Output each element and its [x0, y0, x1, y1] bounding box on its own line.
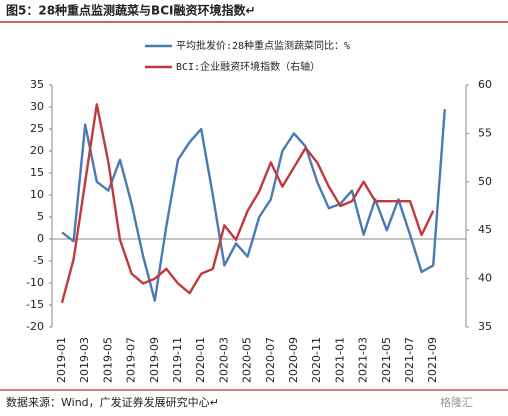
y-tick-label: -5: [33, 254, 44, 267]
y2-tick-label: 35: [478, 320, 492, 333]
y2-tick-label: 40: [478, 272, 492, 285]
x-tick-label: 2020-03: [217, 337, 230, 383]
y-tick-label: 35: [30, 78, 44, 91]
source-note: 数据来源：Wind，广发证券发展研究中心↵: [6, 395, 219, 409]
x-tick-label: 2019-07: [125, 337, 138, 383]
x-tick-label: 2019-09: [148, 337, 161, 383]
x-tick-label: 2020-01: [194, 337, 207, 383]
x-tick-label: 2021-01: [333, 337, 346, 383]
y-tick-label: -15: [26, 298, 44, 311]
y2-tick-label: 50: [478, 175, 492, 188]
series-line: [61, 109, 446, 302]
legend-label: 平均批发价:28种重点监测蔬菜同比：%: [176, 39, 350, 52]
watermark: 格隆汇: [440, 395, 473, 409]
legend-label: BCI:企业融资环境指数（右轴）: [176, 60, 320, 73]
x-tick-label: 2019-01: [55, 337, 68, 383]
y2-tick-label: 60: [478, 78, 492, 91]
x-tick-label: 2020-11: [310, 337, 323, 383]
x-tick-label: 2019-11: [171, 337, 184, 383]
x-tick-label: 2020-05: [241, 337, 254, 383]
series-line: [60, 103, 435, 304]
x-tick-label: 2020-07: [264, 337, 277, 383]
y-tick-label: 15: [30, 166, 44, 179]
y2-tick-label: 55: [478, 126, 492, 139]
x-tick-label: 2021-09: [426, 337, 439, 383]
y-tick-label: 10: [30, 188, 44, 201]
y-tick-label: 0: [37, 232, 44, 245]
y-tick-label: -10: [26, 276, 44, 289]
x-tick-label: 2021-07: [403, 337, 416, 383]
y-tick-label: 30: [30, 100, 44, 113]
y-tick-label: 25: [30, 122, 44, 135]
x-tick-label: 2019-03: [78, 337, 91, 383]
y-tick-label: 20: [30, 144, 44, 157]
x-tick-label: 2021-05: [380, 337, 393, 383]
x-tick-label: 2021-03: [357, 337, 370, 383]
x-tick-label: 2019-05: [101, 337, 114, 383]
y2-tick-label: 45: [478, 223, 492, 236]
x-tick-label: 2020-09: [287, 337, 300, 383]
y-tick-label: -20: [26, 320, 44, 333]
chart-title: 图5：28种重点监测蔬菜与BCI融资环境指数↵: [6, 3, 256, 18]
y-tick-label: 5: [37, 210, 44, 223]
